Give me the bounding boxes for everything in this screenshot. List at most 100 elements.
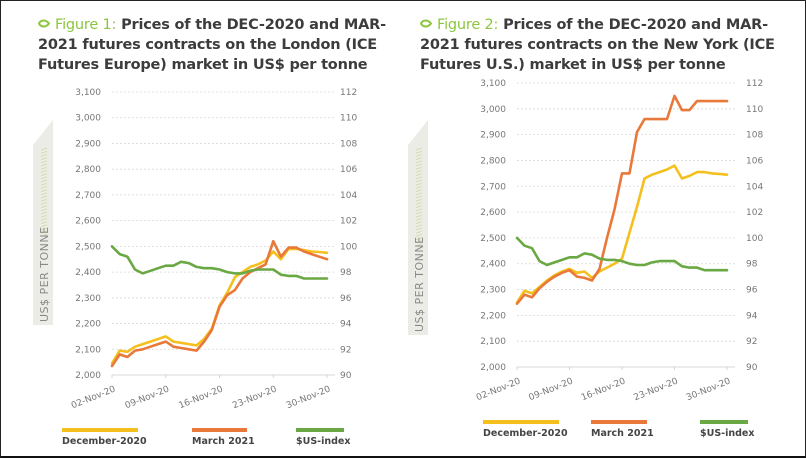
y2-tick-label: 96 xyxy=(746,286,758,296)
x-tick-label: 09-Nov-20 xyxy=(528,376,575,403)
axis-band-hatch xyxy=(40,218,48,221)
axis-band-hatch xyxy=(40,211,48,215)
legend-swatch-march xyxy=(192,428,247,432)
series-line-march xyxy=(515,94,729,306)
y2-tick-label: 102 xyxy=(746,208,763,218)
y-tick-label: 2,000 xyxy=(480,363,506,373)
axis-band-hatch xyxy=(415,234,423,237)
y2-tick-label: 102 xyxy=(340,217,357,227)
axis-band-hatch xyxy=(40,224,48,228)
y2-tick-label: 112 xyxy=(340,88,357,98)
y2-tick-label: 92 xyxy=(340,345,351,355)
axis-band-hatch xyxy=(415,179,423,183)
axis-band-hatch xyxy=(40,198,48,202)
axis-band-hatch xyxy=(415,182,423,186)
axis-band-hatch xyxy=(40,166,48,170)
y2-tick-label: 104 xyxy=(746,182,763,192)
y-tick-label: 2,200 xyxy=(75,320,101,330)
y-axis-title-band: US$ PER TONNE xyxy=(408,120,428,335)
axis-band-hatch xyxy=(415,211,423,215)
axis-band-shape xyxy=(33,120,53,325)
axis-band-hatch xyxy=(40,163,48,167)
axis-band-hatch xyxy=(415,227,423,231)
axis-band-hatch xyxy=(415,237,423,240)
axis-band-hatch xyxy=(415,192,423,196)
axis-band-hatch xyxy=(40,186,48,189)
axis-band-hatch xyxy=(415,195,423,199)
axis-band-hatch xyxy=(415,202,423,205)
axis-band-hatch xyxy=(40,195,48,199)
y2-tick-label: 108 xyxy=(746,131,763,141)
y-tick-label: 2,400 xyxy=(480,260,506,270)
axis-band-hatch xyxy=(415,230,423,234)
axis-band-hatch xyxy=(415,166,423,170)
axis-band-hatch xyxy=(40,160,48,164)
y2-tick-label: 98 xyxy=(340,268,352,278)
axis-band-hatch xyxy=(40,227,48,231)
y-tick-label: 3,100 xyxy=(480,79,506,89)
axis-band-hatch xyxy=(415,214,423,218)
y-tick-label: 2,100 xyxy=(480,337,506,347)
axis-band-hatch xyxy=(415,240,423,244)
axis-band-hatch xyxy=(40,214,48,218)
chevron-bullet-icon xyxy=(420,19,432,28)
axis-band-hatch xyxy=(415,170,423,173)
y-tick-label: 2,200 xyxy=(480,311,506,321)
y2-tick-label: 106 xyxy=(746,156,763,166)
legend-swatch-december xyxy=(62,428,138,432)
axis-band-hatch xyxy=(415,154,423,157)
y-axis-title-band: US$ PER TONNE xyxy=(33,120,53,325)
axis-band-hatch xyxy=(415,205,423,208)
axis-band-hatch xyxy=(40,221,48,224)
axis-band-shape xyxy=(408,120,428,335)
axis-band-hatch xyxy=(40,182,48,186)
figure-1-text: Prices of the DEC-2020 and MAR-2021 futu… xyxy=(38,17,386,73)
y-axis-title: US$ PER TONNE xyxy=(413,236,426,332)
axis-band-hatch xyxy=(415,189,423,192)
legend-swatch-december xyxy=(483,420,559,424)
figure-1-title: Figure 1: Prices of the DEC-2020 and MAR… xyxy=(38,15,388,75)
x-tick-label: 30-Nov-20 xyxy=(685,376,732,403)
axis-band-hatch xyxy=(40,157,48,160)
figure-1-label: Figure 1: xyxy=(55,17,117,33)
axis-band-hatch xyxy=(415,150,423,154)
y-tick-label: 2,000 xyxy=(75,371,101,381)
axis-band-hatch xyxy=(40,154,48,157)
x-tick-label: 23-Nov-20 xyxy=(633,376,680,403)
axis-band-hatch xyxy=(415,243,423,247)
axis-band-hatch xyxy=(40,176,48,180)
y2-tick-label: 100 xyxy=(340,242,357,252)
axis-band-hatch xyxy=(415,160,423,164)
chevron-bullet-icon xyxy=(38,19,50,28)
y2-tick-label: 92 xyxy=(746,337,757,347)
axis-band-hatch xyxy=(40,179,48,183)
series-line-usindex xyxy=(110,245,329,280)
y-tick-label: 2,100 xyxy=(75,345,101,355)
y2-tick-label: 96 xyxy=(340,294,352,304)
legend-label-usindex: $US-index xyxy=(700,428,755,439)
axis-band-hatch xyxy=(415,224,423,228)
axis-band-hatch xyxy=(40,189,48,192)
y2-tick-label: 108 xyxy=(340,139,357,149)
axis-band-hatch xyxy=(415,157,423,160)
legend-label-march: March 2021 xyxy=(591,428,654,439)
series-line-usindex xyxy=(515,236,729,272)
y-tick-label: 2,700 xyxy=(480,182,506,192)
axis-band-hatch xyxy=(415,163,423,167)
x-tick-label: 02-Nov-20 xyxy=(475,376,522,403)
axis-band-hatch xyxy=(40,147,48,151)
axis-band-hatch xyxy=(40,208,48,212)
axis-band-hatch xyxy=(415,198,423,202)
axis-band-hatch xyxy=(415,176,423,180)
axis-band-hatch xyxy=(40,202,48,205)
axis-band-hatch xyxy=(415,208,423,212)
y-tick-label: 2,300 xyxy=(75,294,101,304)
y2-tick-label: 90 xyxy=(340,371,352,381)
series-line-march xyxy=(110,239,329,368)
axis-band-hatch xyxy=(40,230,48,234)
axis-band-hatch xyxy=(415,218,423,221)
x-tick-label: 16-Nov-20 xyxy=(580,376,627,403)
y-tick-label: 3,000 xyxy=(480,105,506,115)
axis-band-hatch xyxy=(415,173,423,176)
